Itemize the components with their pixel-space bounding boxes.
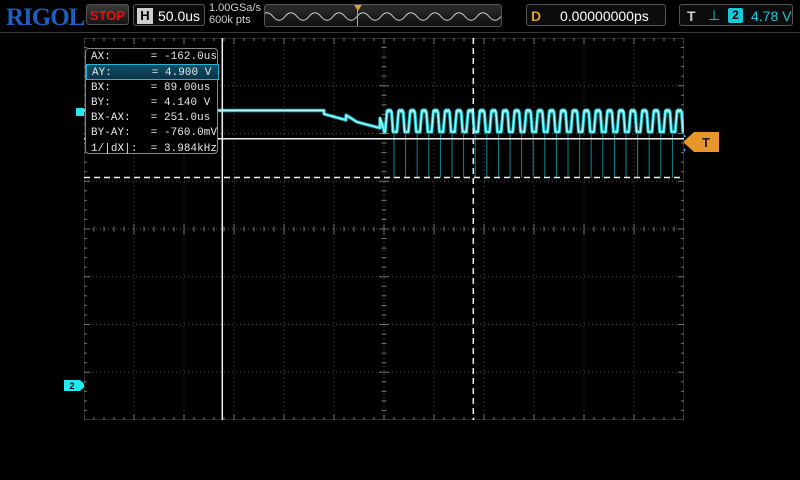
svg-text:T: T: [702, 135, 710, 150]
svg-text:2: 2: [69, 381, 74, 391]
